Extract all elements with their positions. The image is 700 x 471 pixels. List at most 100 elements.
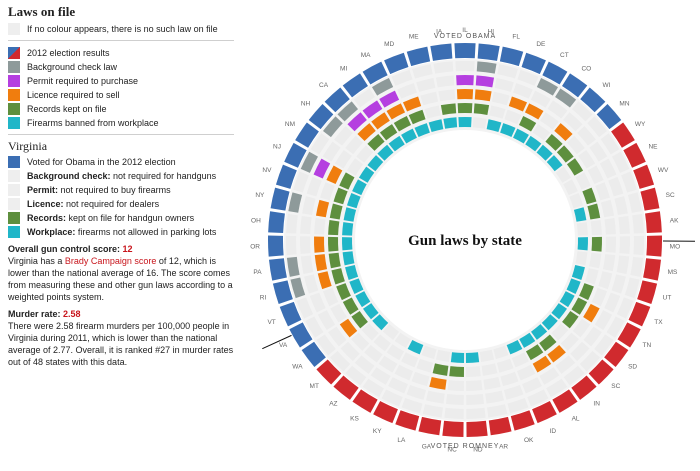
election-segment (395, 410, 420, 431)
state-sector-oh[interactable]: OH (251, 211, 354, 236)
state-sector-or[interactable]: OR (250, 235, 353, 257)
state-sector-sc[interactable]: SC (573, 187, 675, 222)
permit-swatch-icon (8, 74, 20, 87)
records-segment (579, 283, 594, 301)
state-sector-mn[interactable]: MN (546, 100, 630, 172)
workplace-segment (343, 207, 357, 222)
state-sector-ak[interactable]: AK (576, 211, 679, 236)
election-segment (571, 375, 597, 400)
workplace-segment (450, 352, 465, 363)
state-sector-mo[interactable]: MO (577, 235, 681, 257)
state-sector-sd[interactable]: SD (551, 303, 637, 371)
state-sector-az[interactable]: AZ (329, 324, 399, 408)
state-sector-nd[interactable]: ND (465, 352, 488, 454)
state-sector-nv[interactable]: NV (262, 164, 361, 209)
permit-segment (599, 158, 617, 179)
state-sector-nh[interactable]: NH (301, 100, 384, 172)
state-sector-ga[interactable]: GA (418, 349, 451, 451)
election-segment (510, 410, 535, 431)
records-segment (585, 268, 599, 285)
records-segment (346, 158, 364, 176)
state-sector-tx[interactable]: TX (566, 278, 664, 327)
state-sector-ca[interactable]: CA (319, 82, 394, 161)
state-sector-wa[interactable]: WA (292, 303, 379, 371)
state-sector-ne[interactable]: NE (563, 142, 658, 196)
background-segment (507, 398, 529, 414)
election-segment (637, 280, 658, 305)
election-segment (316, 359, 342, 385)
workplace-segment (486, 119, 502, 133)
state-sector-id[interactable]: ID (506, 339, 557, 435)
workplace-segment (569, 192, 584, 209)
state-sector-ms[interactable]: MS (575, 251, 678, 281)
state-sector-tn[interactable]: TN (559, 291, 652, 349)
state-sector-ia[interactable]: IA (430, 29, 458, 129)
background-segment (329, 350, 351, 372)
chart-title: Gun laws by state (408, 233, 522, 249)
state-sector-nm[interactable]: NM (285, 121, 375, 183)
state-sector-ar[interactable]: AR (479, 349, 512, 451)
workplace-segment (536, 144, 553, 161)
state-sector-me[interactable]: ME (406, 33, 444, 133)
state-sector-vt[interactable]: VT (267, 278, 364, 327)
state-sector-wy[interactable]: WY (555, 121, 646, 183)
state-sector-ma[interactable]: MA (361, 52, 417, 144)
gun-score-value: 12 (122, 244, 133, 254)
state-sector-ri[interactable]: RI (260, 265, 359, 305)
state-sector-ny[interactable]: NY (255, 187, 357, 222)
state-sector-fl[interactable]: FL (486, 33, 524, 133)
state-sector-il[interactable]: IL (454, 27, 476, 128)
state-label: UT (663, 294, 672, 301)
records-segment (424, 105, 441, 119)
voted-obama-label: VOTED OBAMA (434, 33, 496, 40)
state-sector-mt[interactable]: MT (310, 314, 389, 390)
state-sector-ok[interactable]: OK (493, 345, 535, 444)
brady-campaign-link[interactable]: Brady Campaign score (64, 256, 157, 266)
state-sector-wv[interactable]: WV (569, 164, 669, 209)
records-swatch-icon (8, 102, 20, 115)
state-sector-pa[interactable]: PA (253, 251, 355, 281)
state-sector-al[interactable]: AL (519, 332, 580, 423)
records-segment (328, 252, 341, 269)
licence-segment (598, 271, 613, 290)
licence-segment (604, 218, 616, 235)
state-sector-mi[interactable]: MI (340, 66, 405, 152)
state-sector-va[interactable]: VA (279, 291, 371, 349)
state-sector-de[interactable]: DE (500, 41, 546, 137)
state-row-bold: Workplace: (27, 226, 76, 237)
election-segment (275, 164, 297, 189)
licence-segment (566, 135, 585, 155)
state-sector-md[interactable]: MD (384, 41, 430, 137)
licence-segment (602, 254, 616, 272)
state-law-list: Voted for Obama in the 2012 election Back… (8, 155, 234, 238)
state-sector-ct[interactable]: CT (513, 52, 569, 144)
state-sector-in[interactable]: IN (531, 324, 600, 408)
election-segment (623, 142, 646, 168)
workplace-segment (346, 192, 361, 209)
state-sector-ut[interactable]: UT (571, 265, 672, 305)
records-segment (504, 109, 522, 125)
workplace-segment (500, 123, 516, 137)
records-segment (401, 352, 419, 368)
state-sector-sc2[interactable]: SC (541, 314, 621, 390)
state-sector-nj[interactable]: NJ (273, 142, 367, 196)
state-sector-co[interactable]: CO (525, 66, 591, 152)
licence-segment (345, 135, 364, 155)
licence-segment (378, 355, 398, 373)
election-segment (562, 73, 588, 98)
state-sector-hi[interactable]: HI (472, 29, 500, 129)
state-sector-ky[interactable]: KY (373, 339, 424, 435)
gun-laws-radial-chart: CA MI MA MD ME IA IL HI FL DE CT CO WI MN WY NE WV SC AK MO… (250, 27, 695, 454)
state-sector-nc[interactable]: NC (442, 352, 465, 454)
licence-segment (572, 318, 591, 338)
background-segment (606, 316, 625, 338)
permit-segment (435, 75, 455, 88)
state-sector-wi[interactable]: WI (536, 82, 611, 161)
licence-segment (508, 96, 528, 112)
state-sector-la[interactable]: LA (395, 345, 437, 444)
murder-rate-text: There were 2.58 firearm murders per 100,… (8, 321, 234, 367)
background-segment (296, 297, 314, 319)
election-segment (342, 73, 368, 98)
state-sector-ks[interactable]: KS (350, 332, 411, 423)
legend-list: 2012 election results Background check la… (8, 46, 234, 129)
